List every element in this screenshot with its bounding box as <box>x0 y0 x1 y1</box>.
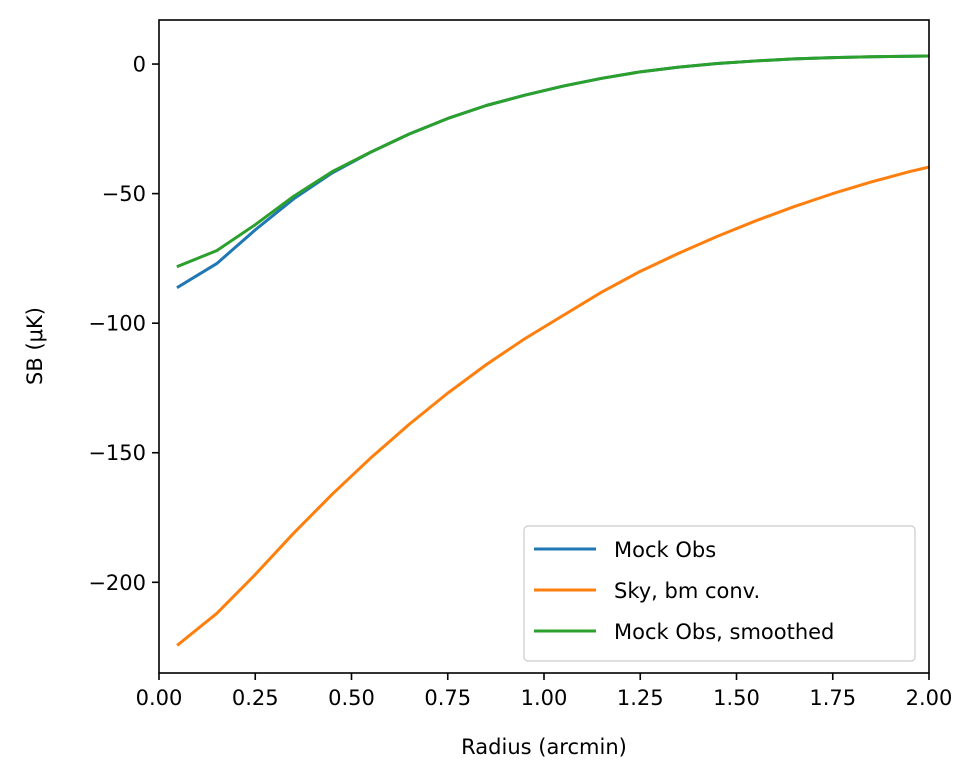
legend: Mock Obs Sky, bm conv. Mock Obs, smoothe… <box>523 525 916 662</box>
y-tick-label: −200 <box>88 571 146 595</box>
x-tick-label: 1.50 <box>713 686 760 710</box>
legend-label-mock-obs-smoothed: Mock Obs, smoothed <box>614 620 834 644</box>
series-line-mock-obs-smoothed <box>176 54 929 269</box>
x-axis-label: Radius (arcmin) <box>461 735 627 759</box>
x-tick-label: 0.50 <box>328 686 375 710</box>
x-tick-label: 1.25 <box>617 686 664 710</box>
y-tick-label: 0 <box>133 53 146 77</box>
y-axis-label: SB (μK) <box>23 307 47 385</box>
x-tick-label: 0.75 <box>424 686 471 710</box>
y-tick-label: −150 <box>88 441 146 465</box>
y-tick-label: −100 <box>88 312 146 336</box>
y-tick-label: −50 <box>102 182 146 206</box>
legend-label-mock-obs: Mock Obs <box>614 538 716 562</box>
x-axis: 0.00 0.25 0.50 0.75 1.00 1.25 1.50 1.75 2.00 <box>136 673 953 710</box>
y-axis: 0 −50 −100 −150 −200 <box>88 53 159 595</box>
x-tick-label: 0.00 <box>136 686 183 710</box>
x-tick-label: 1.00 <box>521 686 568 710</box>
series-line-sky-bm-conv <box>176 165 929 647</box>
legend-frame <box>523 525 916 662</box>
x-tick-label: 0.25 <box>232 686 279 710</box>
x-tick-label: 2.00 <box>906 686 953 710</box>
x-tick-label: 1.75 <box>809 686 856 710</box>
legend-label-sky-bm-conv: Sky, bm conv. <box>614 579 760 603</box>
series-layer <box>176 54 929 647</box>
